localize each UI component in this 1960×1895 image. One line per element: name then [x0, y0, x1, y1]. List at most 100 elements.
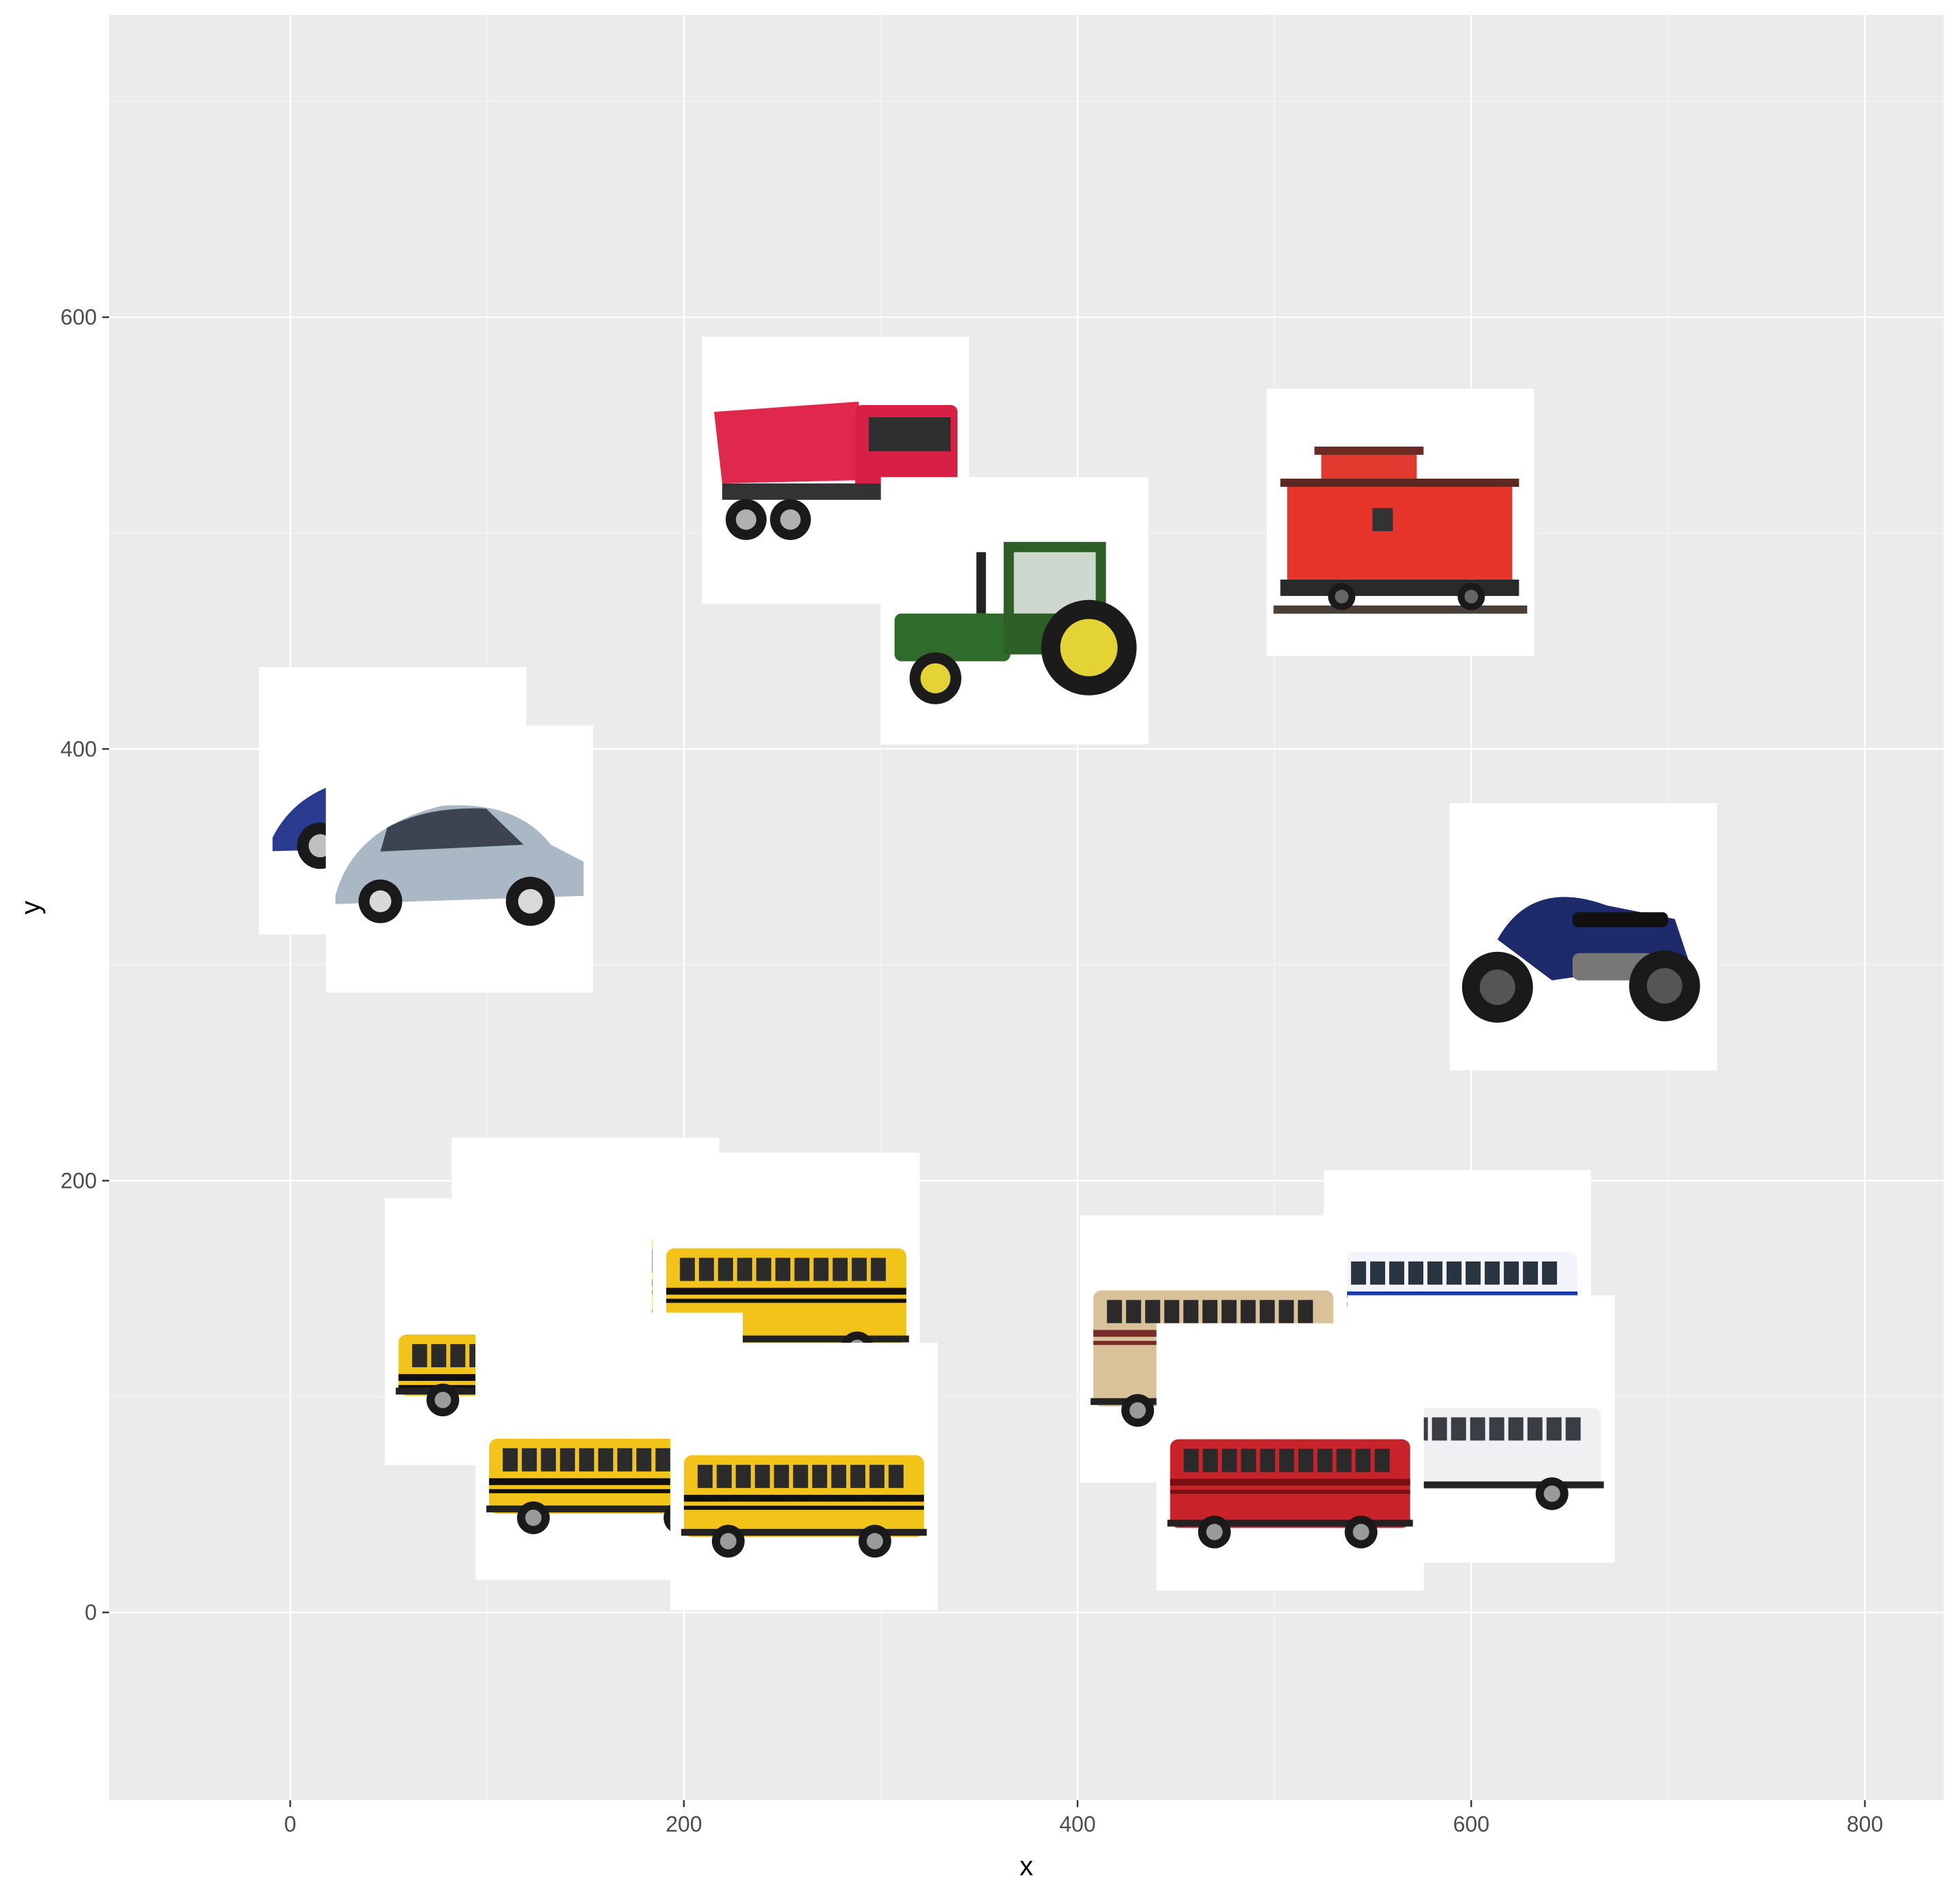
bus-window	[1221, 1448, 1237, 1472]
bus-window	[1427, 1261, 1443, 1285]
bus-red-icon	[1167, 1439, 1413, 1549]
bus-window	[1336, 1448, 1352, 1472]
wheel-rim	[518, 889, 543, 914]
bus-window	[1431, 1417, 1447, 1441]
car-window	[380, 808, 524, 852]
y-tick-label: 600	[61, 305, 97, 329]
wheel-rim	[1206, 1523, 1223, 1540]
bus-stripe	[1337, 1291, 1578, 1298]
point-car-silver	[325, 725, 593, 993]
wheel-rim	[525, 1509, 542, 1526]
x-tick-label: 800	[1847, 1812, 1883, 1836]
bus-window	[1260, 1300, 1275, 1324]
truck-bed	[714, 401, 866, 483]
bus-bumper	[1358, 1481, 1604, 1489]
bus-stripe	[683, 1495, 924, 1502]
bus-window	[1221, 1300, 1237, 1324]
wheel-rim	[780, 509, 801, 530]
bus-window	[1470, 1417, 1485, 1441]
caboose-body	[1287, 483, 1513, 580]
bus-window	[1279, 1448, 1294, 1472]
bus-window	[851, 1257, 867, 1281]
school-bus-2-icon	[663, 1248, 909, 1364]
point-tractor	[880, 477, 1148, 745]
bus-bumper	[663, 1335, 909, 1343]
wheel-rim	[1129, 1402, 1146, 1419]
bus-window	[1542, 1261, 1558, 1285]
bus-stripe	[489, 1478, 730, 1485]
bus-stripe	[489, 1489, 730, 1493]
x-tick-label: 200	[666, 1812, 702, 1836]
bus-window	[756, 1257, 771, 1281]
bus-window	[1355, 1448, 1371, 1472]
bus-window	[1260, 1448, 1275, 1472]
bus-window	[1107, 1300, 1123, 1324]
bus-window	[1504, 1261, 1519, 1285]
wheel-rim	[1464, 589, 1479, 603]
tractor-icon	[894, 541, 1137, 704]
bus-window	[832, 1257, 848, 1281]
bus-window	[737, 1257, 752, 1281]
bus-window	[1466, 1261, 1481, 1285]
bus-window	[598, 1448, 614, 1472]
bus-window	[812, 1465, 827, 1489]
bus-window	[1202, 1448, 1218, 1472]
bus-window	[1389, 1261, 1405, 1285]
y-tick-label: 0	[85, 1600, 97, 1625]
bus-window	[716, 1465, 732, 1489]
bus-window	[1527, 1417, 1543, 1441]
bus-window	[1451, 1417, 1466, 1441]
caboose-icon	[1273, 446, 1528, 614]
wheel-rim	[1335, 589, 1349, 603]
bus-window	[1164, 1300, 1180, 1324]
bus-window	[1565, 1417, 1581, 1441]
bus-bumper	[1167, 1519, 1413, 1527]
bus-window	[655, 1448, 671, 1472]
bus-window	[503, 1448, 518, 1472]
bus-window	[560, 1448, 576, 1472]
wheel-rim	[719, 1533, 737, 1550]
bus-window	[450, 1344, 466, 1368]
point-school-bus-5	[670, 1343, 938, 1611]
bus-window	[850, 1465, 865, 1489]
bus-window	[869, 1465, 885, 1489]
tractor-front-rim	[920, 663, 951, 693]
y-axis-title: y	[16, 901, 46, 914]
bus-window	[1183, 1448, 1199, 1472]
wheel-rim	[736, 509, 757, 530]
bus-stripe	[1170, 1489, 1410, 1494]
bus-window	[698, 1257, 714, 1281]
bus-window	[697, 1465, 713, 1489]
point-motorcycle	[1449, 803, 1717, 1071]
bus-window	[1508, 1417, 1524, 1441]
bus-window	[717, 1257, 733, 1281]
wheel-rim	[434, 1392, 451, 1409]
wheel-rim	[866, 1533, 883, 1550]
motorcycle-seat	[1572, 912, 1668, 927]
bus-window	[775, 1257, 790, 1281]
caboose-cupola-roof	[1314, 446, 1424, 455]
bus-window	[617, 1448, 633, 1472]
bus-window	[636, 1448, 652, 1472]
bus-window	[541, 1448, 556, 1472]
wheel-rim	[369, 890, 391, 912]
bus-window	[888, 1465, 904, 1489]
bus-bumper	[681, 1529, 927, 1536]
bus-window	[1126, 1300, 1142, 1324]
bus-window	[870, 1257, 886, 1281]
bus-stripe	[1170, 1478, 1410, 1486]
bus-window	[1145, 1300, 1161, 1324]
wheel-rim	[1543, 1485, 1560, 1502]
point-bus-red	[1156, 1323, 1424, 1591]
bus-window	[1374, 1448, 1390, 1472]
point-caboose	[1266, 388, 1534, 656]
bus-window	[1279, 1300, 1294, 1324]
tractor-rear-rim	[1060, 618, 1118, 676]
x-axis-title: x	[1020, 1851, 1033, 1881]
bus-window	[1298, 1300, 1313, 1324]
truck-windshield	[869, 417, 951, 451]
data-points	[258, 336, 1717, 1611]
bus-window	[735, 1465, 751, 1489]
x-tick-label: 0	[284, 1812, 297, 1836]
